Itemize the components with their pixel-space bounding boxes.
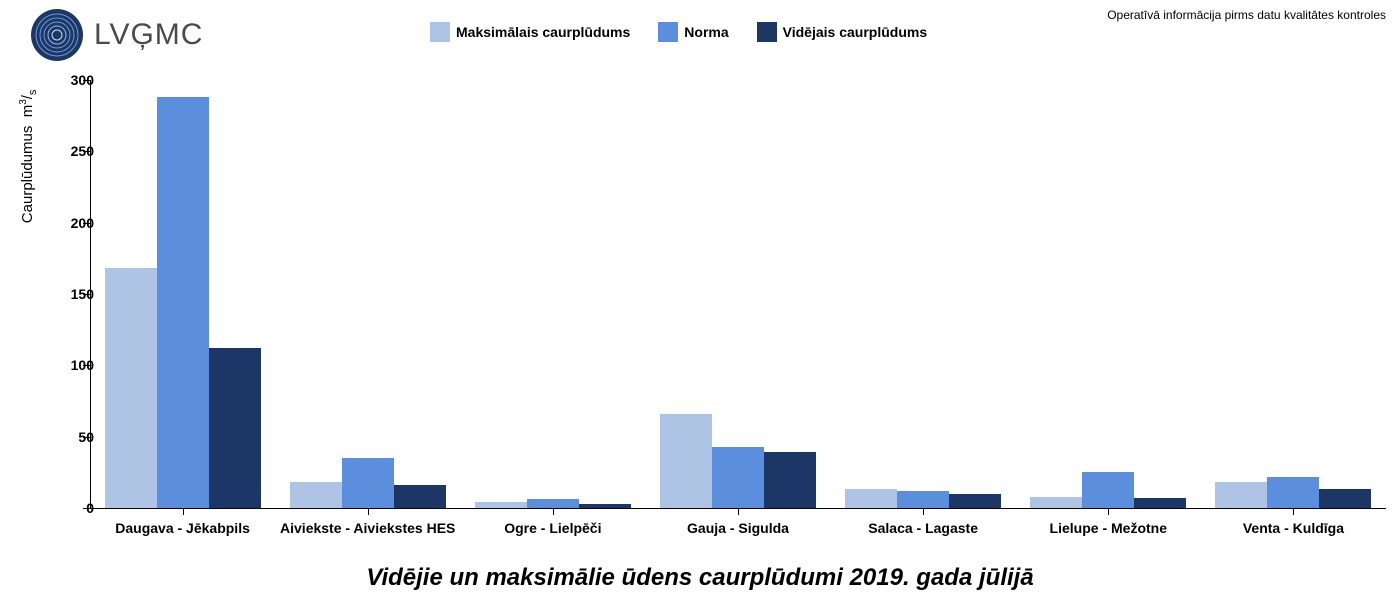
brand-logo-icon [30, 8, 84, 62]
y-tick-label: 50 [44, 429, 94, 445]
x-category-label: Venta - Kuldīga [1243, 520, 1344, 536]
x-tick-mark [553, 508, 554, 515]
bar [342, 458, 394, 508]
x-category-label: Salaca - Lagaste [868, 520, 978, 536]
y-tick-label: 100 [44, 357, 94, 373]
y-tick-label: 200 [44, 215, 94, 231]
bar [764, 452, 816, 508]
legend-swatch [430, 22, 450, 42]
bar [105, 268, 157, 508]
y-tick-label: 0 [44, 500, 94, 516]
x-tick-mark [368, 508, 369, 515]
bar [394, 485, 446, 508]
legend-label: Norma [684, 24, 728, 40]
bar [209, 348, 261, 508]
bar [1215, 482, 1267, 508]
bar [290, 482, 342, 508]
x-category-label: Aiviekste - Aiviekstes HES [280, 520, 455, 536]
bar [527, 499, 579, 508]
x-tick-mark [183, 508, 184, 515]
bar [897, 491, 949, 508]
x-category-label: Daugava - Jēkabpils [115, 520, 250, 536]
bar [660, 414, 712, 508]
chart-legend: Maksimālais caurplūdums Norma Vidējais cau… [430, 22, 927, 42]
x-category-label: Lielupe - Mežotne [1050, 520, 1167, 536]
y-tick-label: 150 [44, 286, 94, 302]
bar [949, 494, 1001, 508]
legend-item: Vidējais caurplūdums [757, 22, 927, 42]
disclaimer-text: Operatīvā informācija pirms datu kvalitā… [1107, 8, 1386, 22]
brand-header: LVĢMC [30, 8, 203, 62]
bars-container [90, 80, 1386, 508]
bar [845, 489, 897, 508]
bar [157, 97, 209, 508]
y-tick-label: 250 [44, 143, 94, 159]
bar [1082, 472, 1134, 508]
x-category-label: Gauja - Sigulda [687, 520, 789, 536]
bar [1030, 497, 1082, 508]
legend-swatch [757, 22, 777, 42]
legend-swatch [658, 22, 678, 42]
bar [1319, 489, 1371, 508]
x-tick-mark [1108, 508, 1109, 515]
y-tick-label: 300 [44, 72, 94, 88]
x-tick-mark [1293, 508, 1294, 515]
x-tick-mark [923, 508, 924, 515]
legend-item: Maksimālais caurplūdums [430, 22, 630, 42]
bar [1267, 477, 1319, 508]
legend-label: Vidējais caurplūdums [783, 24, 927, 40]
brand-text: LVĢMC [94, 18, 203, 52]
x-category-label: Ogre - Lielpēči [504, 520, 601, 536]
chart-title: Vidējie un maksimālie ūdens caurplūdumi … [0, 564, 1400, 592]
bar [1134, 498, 1186, 508]
chart-plot-area [90, 80, 1386, 508]
legend-item: Norma [658, 22, 728, 42]
y-axis-title: Caurplūdumus m3/s [18, 90, 39, 224]
legend-label: Maksimālais caurplūdums [456, 24, 630, 40]
x-tick-mark [738, 508, 739, 515]
bar [712, 447, 764, 508]
